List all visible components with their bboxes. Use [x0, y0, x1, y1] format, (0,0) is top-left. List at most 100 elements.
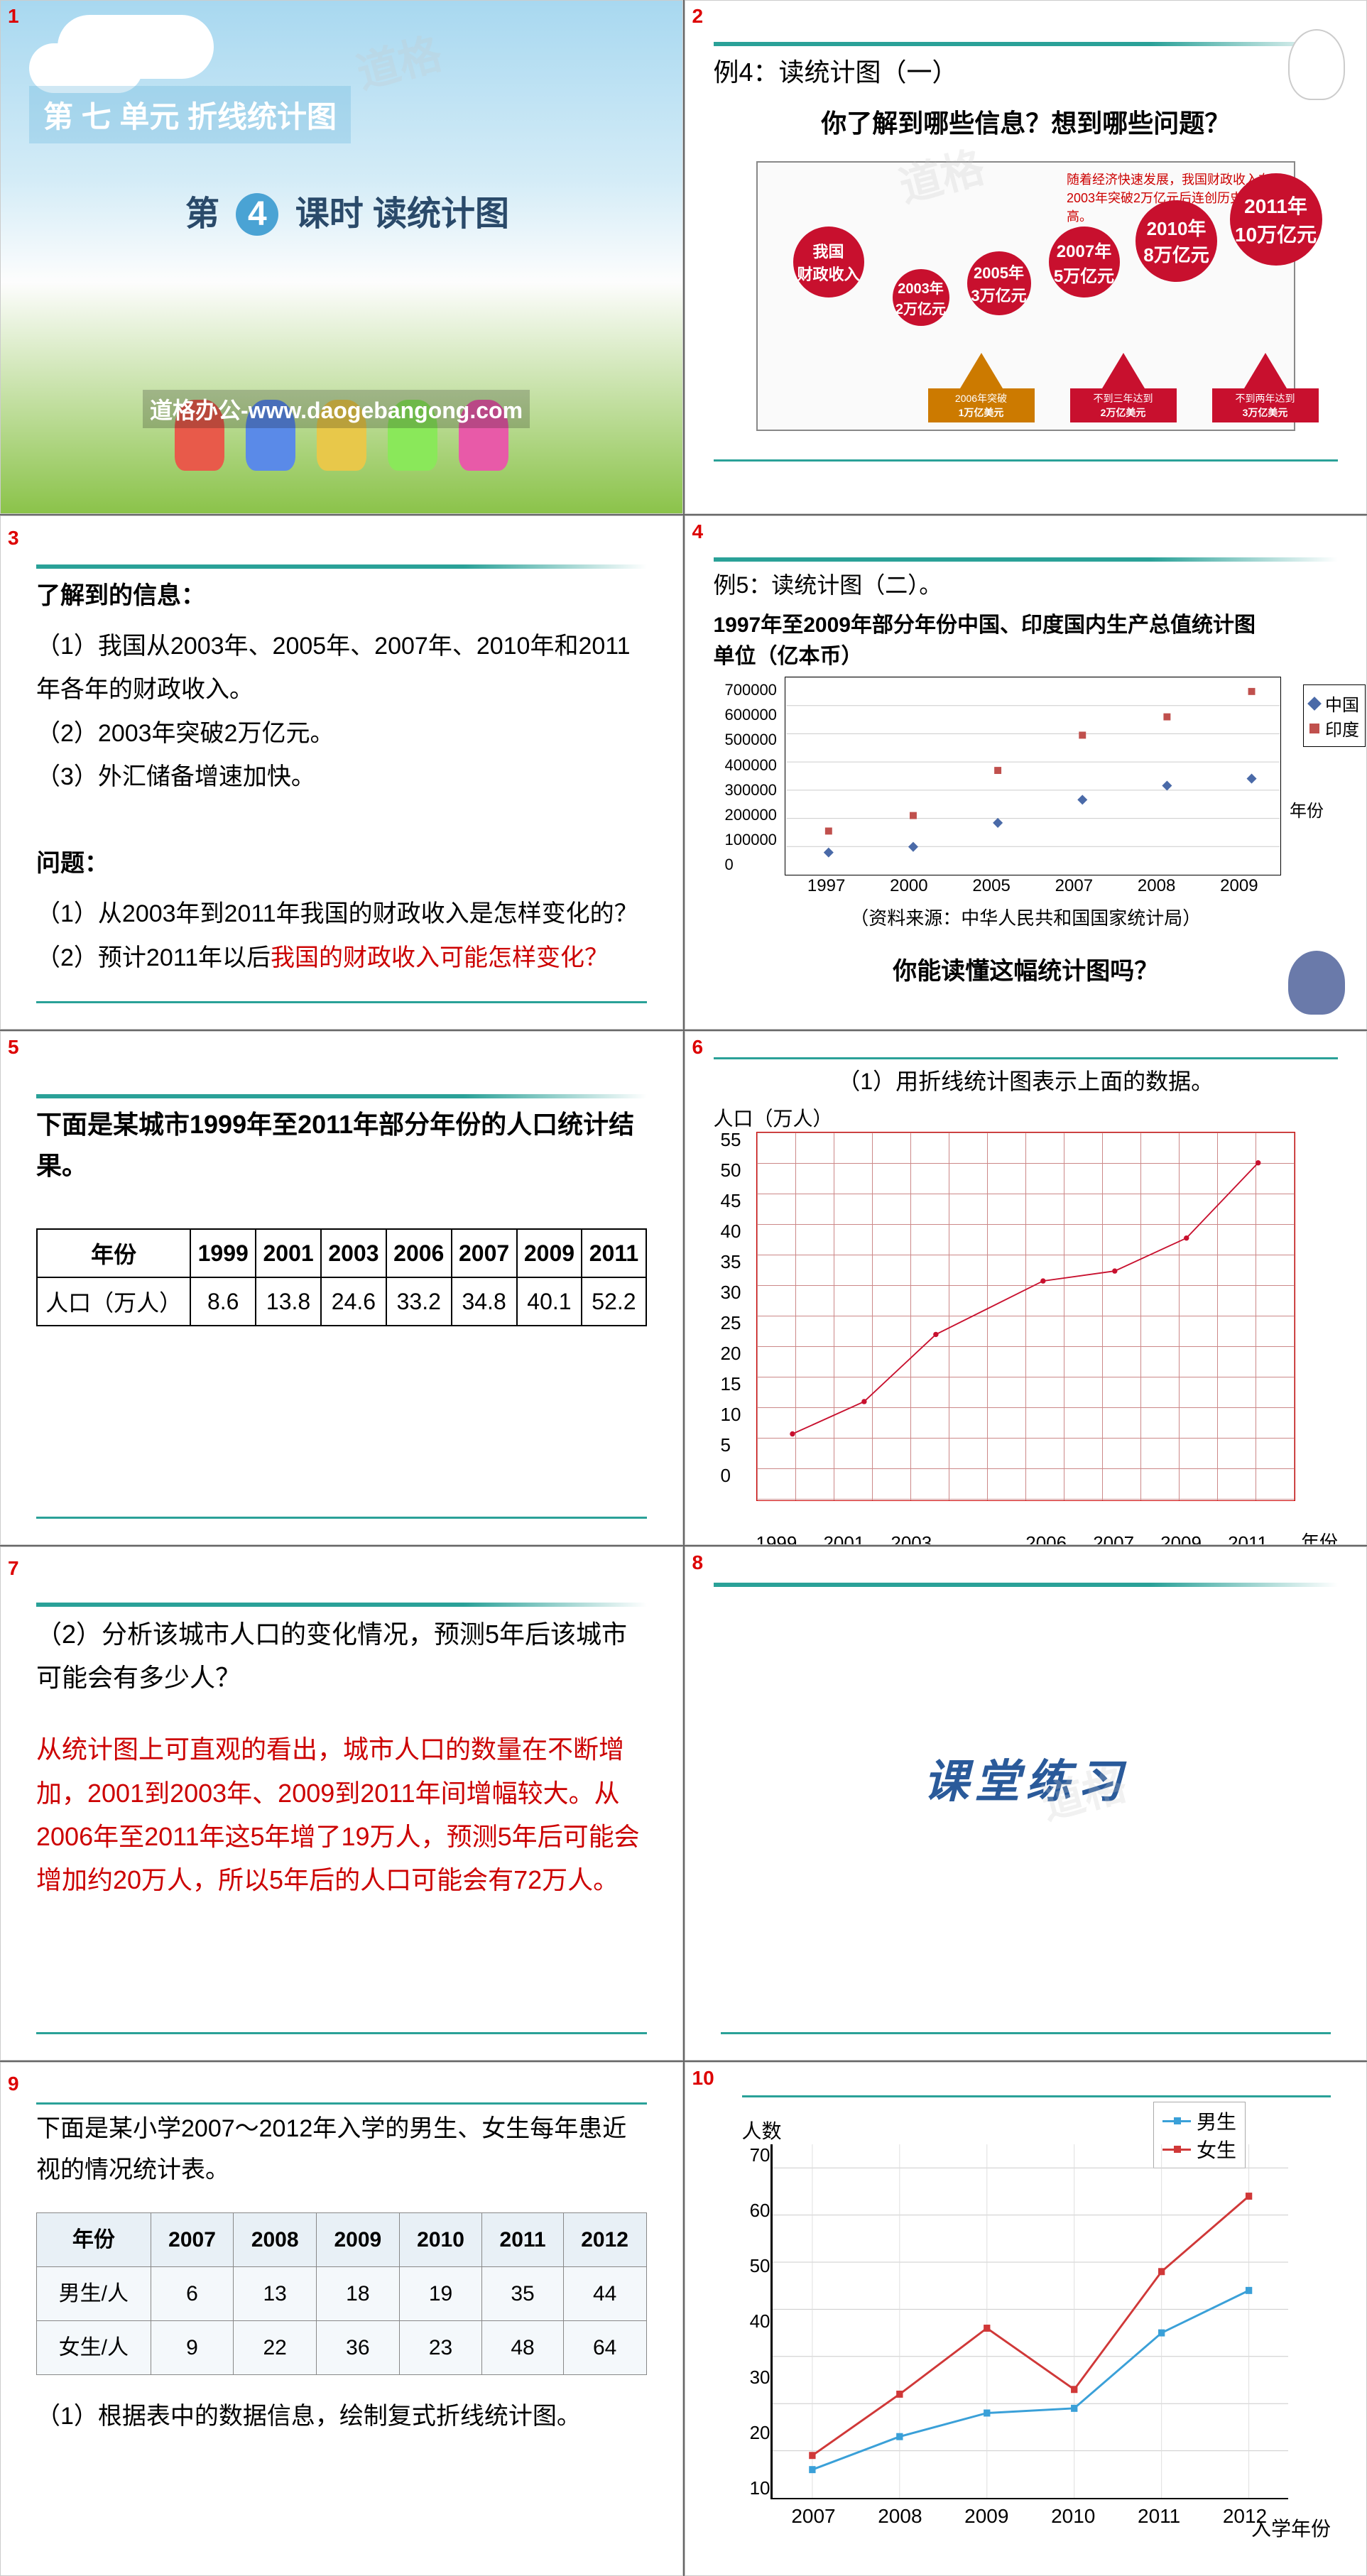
legend-label: 男生 [1197, 2107, 1236, 2135]
slide-number: 8 [692, 1551, 704, 1574]
table-cell: 34.8 [452, 1277, 517, 1326]
slide-6: 6 （1）用折线统计图表示上面的数据。 人口（万人） 5550454035302… [685, 1031, 1367, 1545]
y-axis-label: 人口（万人） [714, 1103, 1339, 1132]
rabbit-icon [1288, 29, 1345, 100]
table-header: 2011 [582, 1229, 646, 1277]
table-cell: 24.6 [321, 1277, 386, 1326]
table-cell: 19 [399, 2266, 482, 2320]
divider [714, 1583, 1339, 1587]
y-ticks: 5550454035302520151050 [721, 1125, 741, 1491]
lesson-suffix: 课时 读统计图 [295, 195, 509, 233]
slide-number: 9 [8, 2067, 19, 2101]
x-axis-label: 入学年份 [1251, 2514, 1331, 2542]
scatter-chart: 7000006000005000004000003000002000001000… [785, 677, 1282, 875]
slide-8: 8 道格 课堂练习 [685, 1546, 1367, 2061]
x-axis-label: 年份 [1301, 1528, 1338, 1545]
divider [36, 1517, 647, 1519]
revenue-bubble: 我国财政收入 [793, 227, 864, 298]
slide-number: 1 [8, 5, 19, 28]
chart-desc: 1997年至2009年部分年份中国、印度国内生产总值统计图 [714, 607, 1339, 638]
table-cell: 48 [482, 2320, 563, 2374]
line-marker-icon [1162, 2120, 1191, 2122]
table-header: 年份 [37, 1229, 190, 1277]
legend-label: 中国 [1325, 691, 1359, 716]
lesson-prefix: 第 [185, 195, 219, 233]
revenue-bubble: 2011年10万亿元 [1230, 173, 1322, 266]
table-header: 2007 [452, 1229, 517, 1277]
table-cell: 13.8 [256, 1277, 321, 1326]
divider [714, 42, 1339, 46]
table-cell: 9 [151, 2320, 234, 2374]
table-header: 1999 [190, 1229, 256, 1277]
table-header: 2009 [517, 1229, 582, 1277]
table-cell: 6 [151, 2266, 234, 2320]
table-header: 2008 [234, 2212, 317, 2266]
row-label: 女生/人 [37, 2320, 151, 2374]
info-line: （1）我国从2003年、2005年、2007年、2010年和2011年各年的财政… [36, 625, 647, 711]
arrow-label: 不到三年达到2万亿美元 [1070, 353, 1177, 422]
watermark: 道格 [349, 19, 447, 101]
diamond-marker-icon [1307, 697, 1322, 711]
row-label: 人口（万人） [37, 1277, 190, 1326]
slide-3: 3 了解到的信息： （1）我国从2003年、2005年、2007年、2010年和… [0, 515, 683, 1030]
slide-number: 3 [8, 520, 19, 556]
table-cell: 18 [317, 2266, 400, 2320]
table-cell: 64 [563, 2320, 646, 2374]
arrow-label: 2006年突破1万亿美元 [928, 353, 1035, 422]
chart-unit: 单位（亿本币） [714, 638, 1339, 670]
x-axis-title: 年份 [1290, 797, 1324, 822]
slide-number: 4 [692, 520, 704, 543]
table-cell: 36 [317, 2320, 400, 2374]
chart-legend: 中国 印度 [1303, 684, 1366, 747]
table-header: 2012 [563, 2212, 646, 2266]
arrow-label: 不到两年达到3万亿美元 [1212, 353, 1319, 422]
mouse-icon [1288, 951, 1345, 1015]
slide-10: 10 人数 男生 女生 10203040506070 2007200820092… [685, 2062, 1367, 2576]
divider [36, 564, 647, 569]
table-cell: 13 [234, 2266, 317, 2320]
slide-number: 2 [692, 5, 704, 28]
intro-text: 下面是某城市1999年至2011年部分年份的人口统计结果。 [36, 1104, 647, 1186]
divider [714, 557, 1339, 562]
intro-text: 下面是某小学2007～2012年入学的男生、女生每年患近视的情况统计表。 [36, 2109, 647, 2191]
divider [36, 1603, 647, 1607]
table-header: 2003 [321, 1229, 386, 1277]
slide-grid: 1 道格 第 七 单元 折线统计图 第 4 课时 读统计图 道格办公-www.d… [0, 0, 1367, 2576]
divider [742, 2095, 1331, 2097]
x-ticks: 1999200120032006200720092011 [756, 1532, 1296, 1545]
source-text: （资料来源：中华人民共和国国家统计局） [714, 904, 1339, 930]
q-part: （2）预计2011年以后 [36, 944, 271, 971]
divider [36, 2032, 647, 2034]
y-axis-label: 人数 [742, 2116, 782, 2144]
table-cell: 23 [399, 2320, 482, 2374]
x-axis-labels: 199720002005200720082009 [785, 876, 1281, 896]
table-header: 2009 [317, 2212, 400, 2266]
x-ticks: 200720082009201020112012 [770, 2505, 1289, 2528]
infographic: 随着经济快速发展，我国财政收入在2003年突破2万亿元后连创历史新高。 我国财政… [756, 161, 1296, 431]
slide-7: 7 （2）分析该城市人口的变化情况，预测5年后该城市可能会有多少人？ 从统计图上… [0, 1546, 683, 2061]
chart-title: （1）用折线统计图表示上面的数据。 [714, 1064, 1339, 1096]
answer-text: 从统计图上可直观的看出，城市人口的数量在不断增加，2001到2003年、2009… [36, 1728, 647, 1901]
question-text: 你能读懂这幅统计图吗？ [714, 951, 1339, 986]
slide-number: 7 [8, 1551, 19, 1586]
line-chart: 5550454035302520151050 19992001200320062… [756, 1132, 1324, 1529]
table-header: 2001 [256, 1229, 321, 1277]
revenue-bubble: 2003年2万亿元 [893, 269, 949, 326]
table-header: 2006 [386, 1229, 452, 1277]
legend-item: 中国 [1309, 691, 1359, 716]
slide-number: 6 [692, 1036, 704, 1059]
divider [36, 2102, 647, 2105]
unit-title: 第 七 单元 折线统计图 [29, 86, 351, 143]
legend-item: 印度 [1309, 716, 1359, 741]
q-part-red: 我国的财政收入可能怎样变化？ [271, 944, 609, 971]
y-ticks: 10203040506070 [742, 2144, 770, 2499]
question-line: （1）从2003年到2011年我国的财政收入是怎样变化的？ [36, 893, 647, 936]
section-title: 课堂练习 [923, 1745, 1128, 1811]
heading: 问题： [36, 842, 647, 885]
slide-1: 1 道格 第 七 单元 折线统计图 第 4 课时 读统计图 道格办公-www.d… [0, 0, 683, 514]
dual-line-chart: 人数 男生 女生 10203040506070 2007200820092010… [742, 2102, 1331, 2542]
slide-9: 9 下面是某小学2007～2012年入学的男生、女生每年患近视的情况统计表。 年… [0, 2062, 683, 2576]
square-marker-icon [1309, 724, 1319, 733]
task-text: （1）根据表中的数据信息，绘制复式折线统计图。 [36, 2396, 647, 2438]
table-cell: 33.2 [386, 1277, 452, 1326]
